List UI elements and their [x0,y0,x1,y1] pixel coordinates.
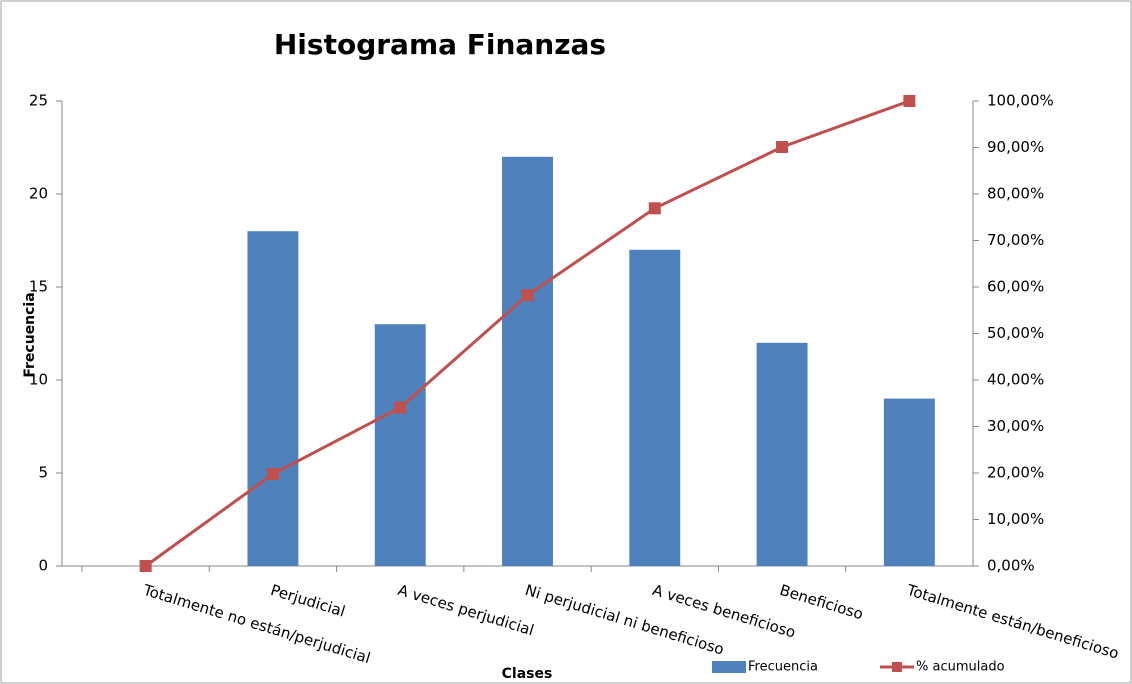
bar [374,324,426,566]
y-axis-title: Frecuencia [22,292,38,377]
y2-tick-label: 60,00% [987,278,1044,296]
y2-tick-label: 70,00% [987,231,1044,249]
legend-label: % acumulado [916,660,1005,675]
legend-marker [892,662,902,672]
chart-title: Histograma Finanzas [274,28,606,61]
y-tick-label: 15 [29,278,48,296]
y2-tick-label: 20,00% [987,464,1044,482]
legend-swatch [712,661,746,673]
y-tick-label: 5 [38,464,48,482]
marker [903,95,916,107]
y-tick-label: 20 [29,185,48,203]
bar [247,231,299,566]
marker [139,560,152,572]
bar [883,398,935,566]
bar [629,249,681,567]
y2-tick-label: 0,00% [987,557,1035,575]
y2-tick-label: 40,00% [987,371,1044,389]
marker [394,401,407,414]
x-axis-title: Clases [502,666,553,682]
marker [648,202,661,215]
marker [266,468,279,481]
legend-label: Frecuencia [748,660,818,675]
y2-tick-label: 10,00% [987,510,1044,528]
y2-tick-label: 100,00% [987,92,1054,110]
bar [756,342,808,566]
y2-tick-label: 50,00% [987,324,1044,342]
y-tick-label: 25 [29,92,48,110]
y2-tick-label: 30,00% [987,417,1044,435]
y2-tick-label: 90,00% [987,138,1044,156]
bar [502,156,553,567]
y-tick-label: 10 [29,371,48,389]
y2-tick-label: 80,00% [987,185,1044,203]
y-tick-label: 0 [38,557,48,575]
marker [521,289,534,302]
marker [776,140,789,153]
